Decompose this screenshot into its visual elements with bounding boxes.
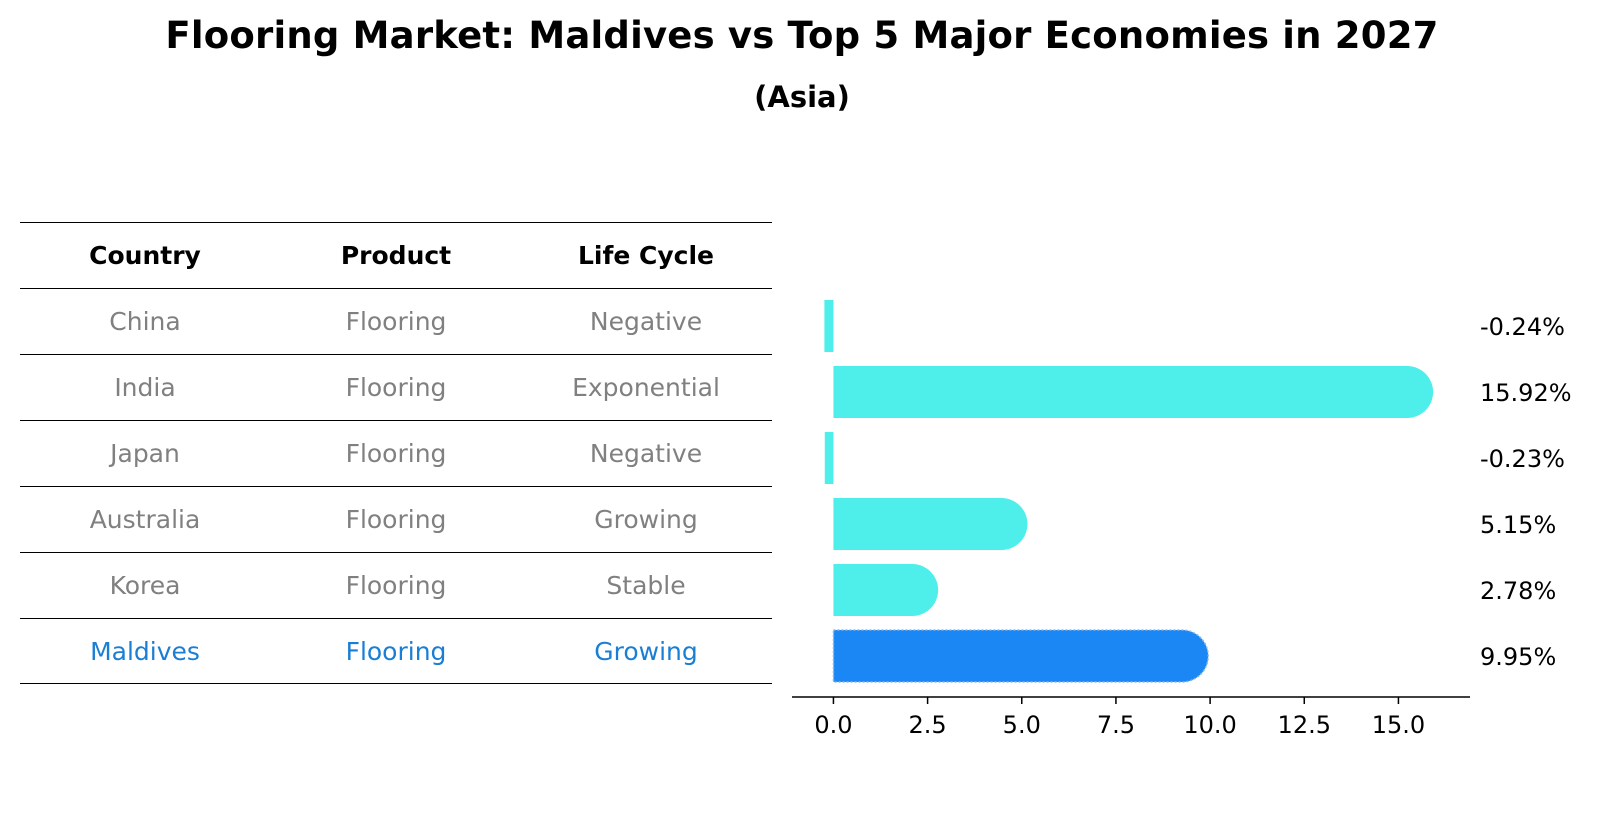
cell-life-cycle: Growing — [594, 505, 698, 534]
x-tick-label: 7.5 — [1097, 711, 1135, 739]
x-tick-label: 12.5 — [1278, 711, 1331, 739]
x-tick-label: 15.0 — [1372, 711, 1425, 739]
data-table: Country Product Life Cycle China Floorin… — [20, 222, 772, 684]
value-label: 9.95% — [1480, 643, 1556, 671]
table-header-row: Country Product Life Cycle — [20, 222, 772, 288]
table-row: Japan Flooring Negative — [20, 420, 772, 486]
header-country: Country — [89, 241, 201, 270]
cell-product: Flooring — [345, 439, 447, 468]
value-label: -0.24% — [1480, 313, 1565, 341]
cell-product: Flooring — [345, 373, 447, 402]
table-row: Korea Flooring Stable — [20, 552, 772, 618]
x-tick-label: 2.5 — [909, 711, 947, 739]
cell-product: Flooring — [345, 505, 447, 534]
bar-india — [833, 366, 1434, 418]
table-row-highlighted: Maldives Flooring Growing — [20, 618, 772, 684]
cell-life-cycle: Negative — [589, 307, 703, 336]
cell-country: Maldives — [90, 637, 200, 666]
x-tick-label: 0.0 — [814, 711, 852, 739]
chart-subtitle: (Asia) — [754, 80, 850, 114]
value-label: 15.92% — [1480, 379, 1572, 407]
value-label: 2.78% — [1480, 577, 1556, 605]
cell-product: Flooring — [345, 307, 447, 336]
bar-maldives — [832, 629, 1209, 683]
table-row: Australia Flooring Growing — [20, 486, 772, 552]
bar-australia — [833, 498, 1028, 550]
cell-country: China — [109, 307, 181, 336]
value-label: 5.15% — [1480, 511, 1556, 539]
cell-life-cycle: Negative — [589, 439, 703, 468]
cell-country: Korea — [109, 571, 181, 600]
cell-country: Japan — [110, 439, 180, 468]
x-tick-label: 5.0 — [1003, 711, 1041, 739]
cell-product: Flooring — [345, 637, 447, 666]
cell-country: Australia — [89, 505, 201, 534]
header-life-cycle: Life Cycle — [577, 241, 715, 270]
cell-country: India — [114, 373, 176, 402]
header-product: Product — [340, 241, 452, 270]
cell-life-cycle: Exponential — [572, 373, 720, 402]
table-row: China Flooring Negative — [20, 288, 772, 354]
value-label: -0.23% — [1480, 445, 1565, 473]
table-row: India Flooring Exponential — [20, 354, 772, 420]
chart-title: Flooring Market: Maldives vs Top 5 Major… — [165, 14, 1439, 57]
x-tick-label: 10.0 — [1183, 711, 1236, 739]
bar-korea — [833, 564, 939, 616]
bar-japan — [824, 432, 834, 484]
bar-china — [824, 300, 834, 352]
cell-product: Flooring — [345, 571, 447, 600]
cell-life-cycle: Stable — [606, 571, 686, 600]
cell-life-cycle: Growing — [594, 637, 698, 666]
